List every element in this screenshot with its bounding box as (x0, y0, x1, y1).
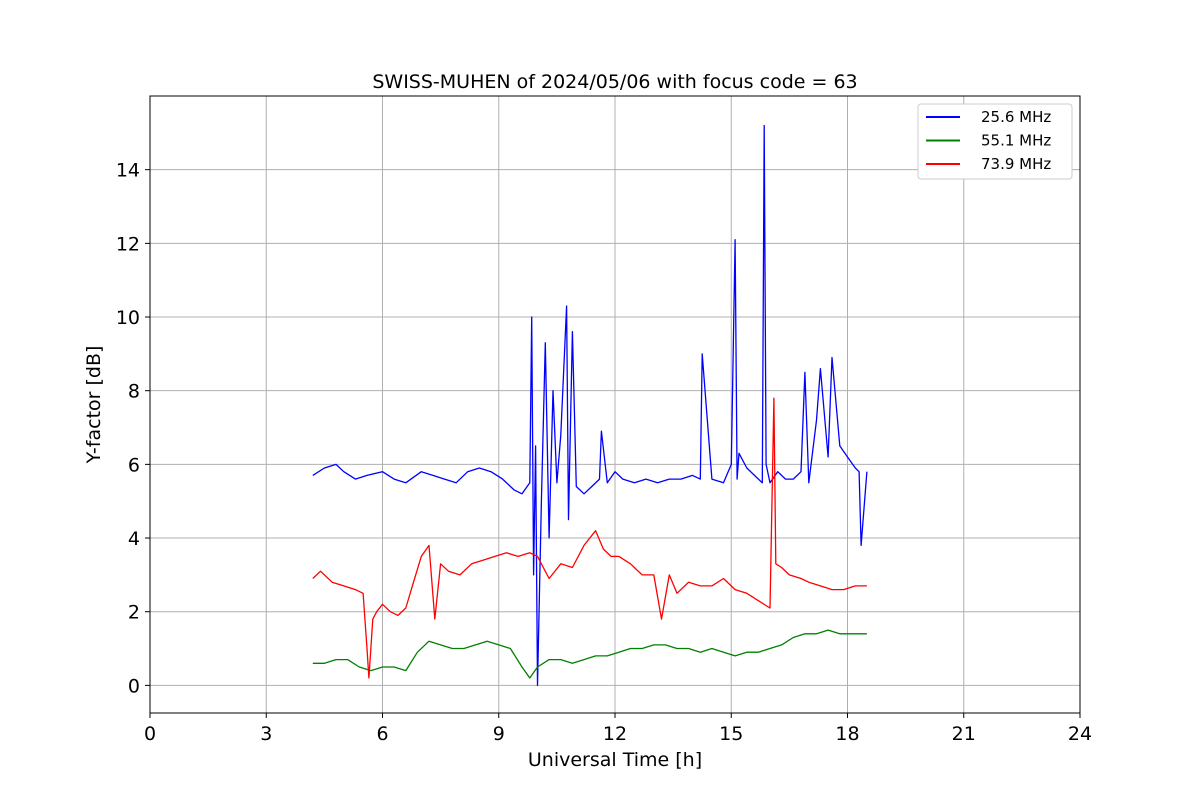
x-tick-label: 15 (719, 723, 743, 745)
x-tick-label: 12 (603, 723, 627, 745)
y-tick-label: 10 (116, 307, 140, 329)
x-tick-label: 21 (952, 723, 976, 745)
y-tick-label: 4 (128, 528, 140, 550)
series-line-2 (312, 629, 867, 679)
y-tick-label: 8 (128, 381, 140, 403)
legend-label: 25.6 MHz (981, 108, 1051, 126)
x-tick-label: 18 (835, 723, 859, 745)
x-tick-label: 9 (493, 723, 505, 745)
series-line-1 (312, 124, 868, 687)
series-line-3 (312, 397, 867, 679)
x-tick-label: 24 (1068, 723, 1092, 745)
legend-box (917, 103, 1073, 180)
series-layer (312, 124, 868, 687)
y-tick-label: 14 (116, 160, 140, 182)
y-tick-label: 2 (128, 602, 140, 624)
y-tick-label: 0 (128, 675, 140, 697)
legend-label: 55.1 MHz (981, 132, 1051, 150)
x-tick-label: 3 (260, 723, 272, 745)
y-axis: 0 2 4 6 8 10 12 14 (116, 160, 150, 697)
legend: 25.6 MHz 55.1 MHz 73.9 MHz (917, 103, 1073, 180)
x-tick-label: 6 (376, 723, 388, 745)
y-tick-label: 12 (116, 233, 140, 255)
grid (149, 96, 1081, 713)
y-axis-label: Y-factor [dB] (83, 346, 105, 465)
y-tick-label: 6 (128, 454, 140, 476)
x-axis-label: Universal Time [h] (528, 749, 702, 771)
x-tick-label: 0 (144, 723, 156, 745)
legend-label: 73.9 MHz (981, 155, 1051, 173)
x-axis: 0 3 6 9 12 15 18 21 24 (144, 713, 1092, 745)
chart-title: SWISS-MUHEN of 2024/05/06 with focus cod… (372, 71, 857, 93)
